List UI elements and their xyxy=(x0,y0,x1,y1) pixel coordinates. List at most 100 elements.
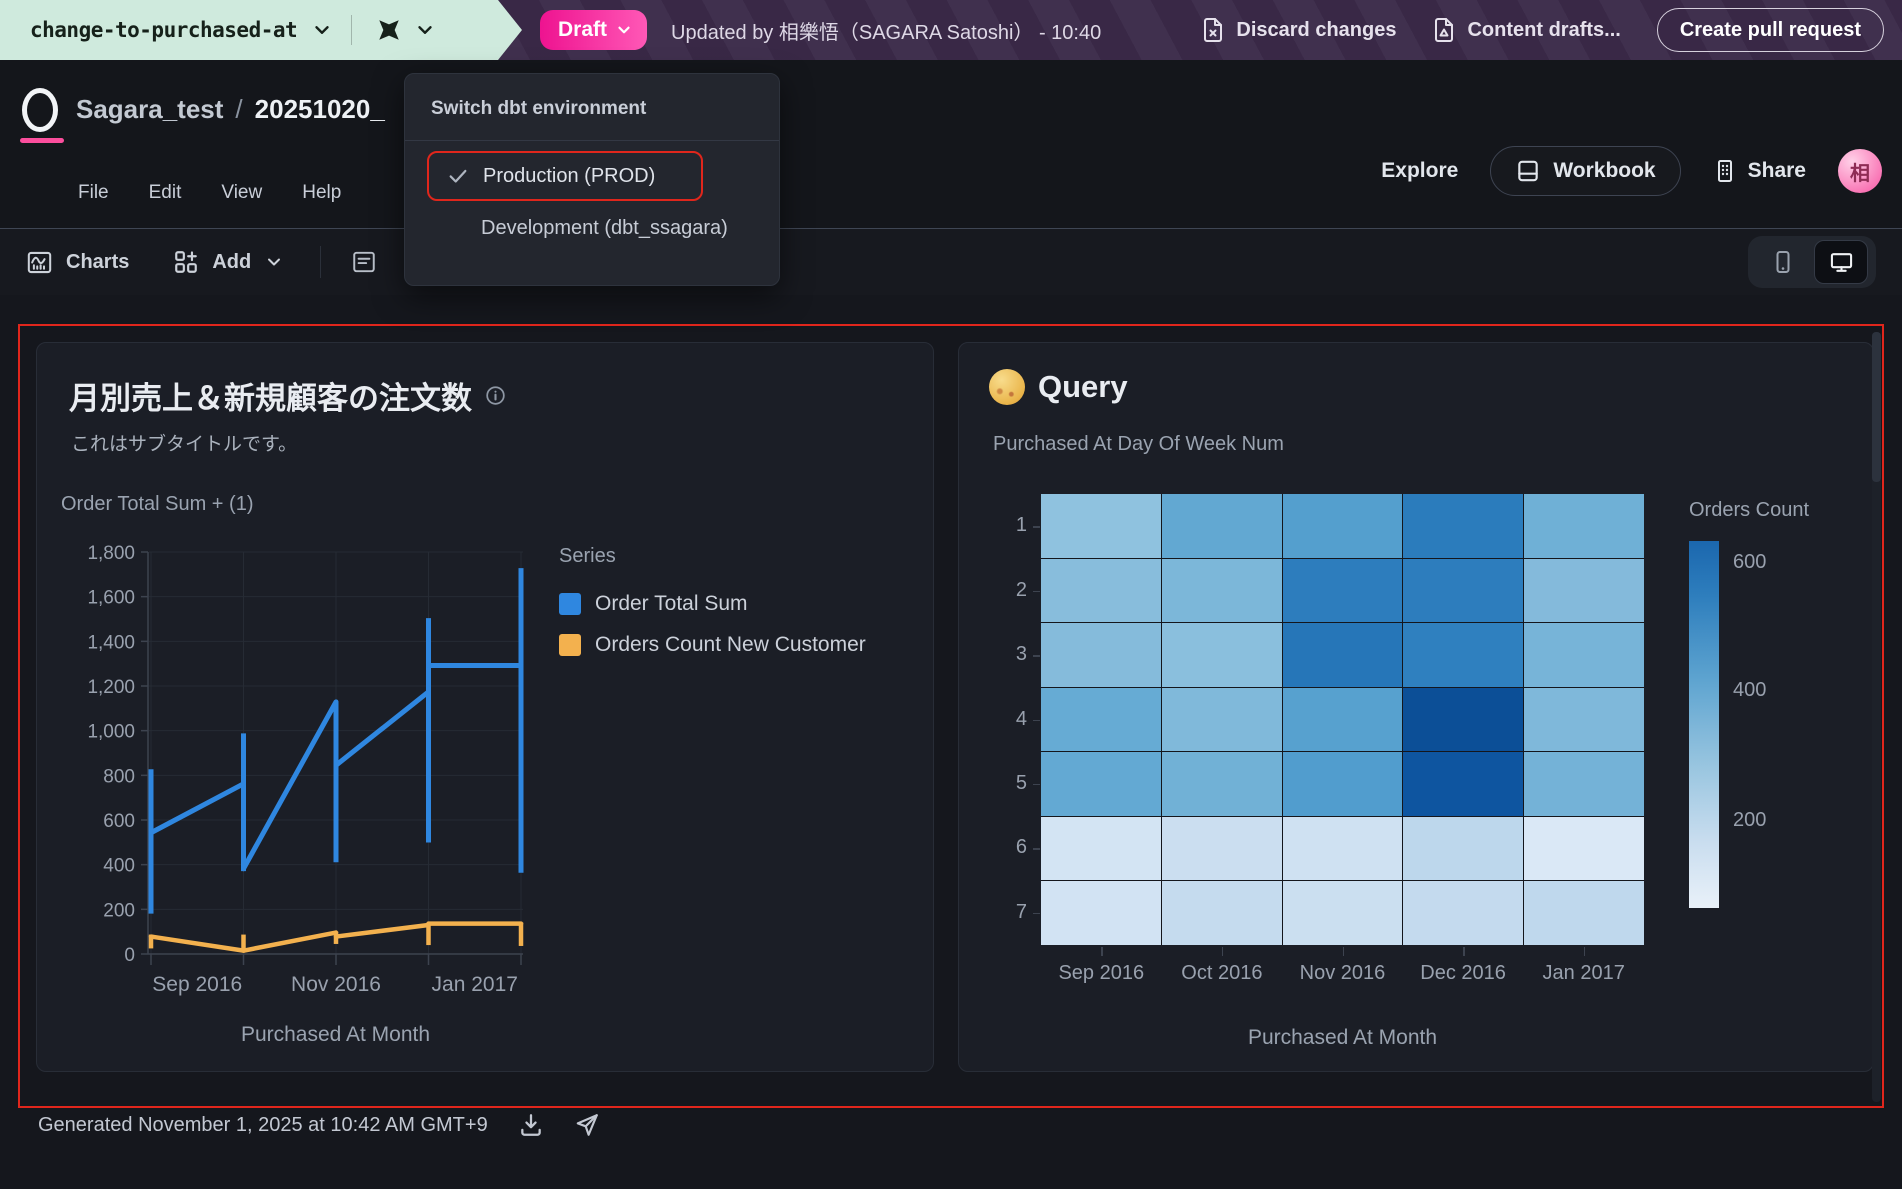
menu-view[interactable]: View xyxy=(221,182,263,203)
info-icon[interactable] xyxy=(485,385,506,406)
colorbar: Orders Count 600 400 200 xyxy=(1689,499,1859,908)
heatmap-cell[interactable] xyxy=(1161,623,1282,687)
heatmap-cell[interactable] xyxy=(1524,881,1644,945)
heatmap-cell[interactable] xyxy=(1524,494,1644,558)
heatmap-cell[interactable] xyxy=(1041,558,1161,623)
breadcrumb-document-title[interactable]: 20251020_ xyxy=(254,94,385,124)
heatmap-cell[interactable] xyxy=(1161,816,1282,881)
branch-selector[interactable]: change-to-purchased-at xyxy=(0,0,522,60)
heatmap-cell[interactable] xyxy=(1041,687,1161,752)
explore-link[interactable]: Explore xyxy=(1381,159,1459,182)
heatmap-col-label: Oct 2016 xyxy=(1181,962,1263,984)
heatmap-cell[interactable] xyxy=(1161,752,1282,816)
draft-status-badge[interactable]: Draft xyxy=(540,10,648,50)
share-icon xyxy=(1717,160,1732,182)
svg-text:1,400: 1,400 xyxy=(87,632,135,653)
heatmap-row-label: 2 xyxy=(1015,578,1027,601)
heatmap-cell[interactable] xyxy=(1041,623,1161,687)
heatmap-cell[interactable] xyxy=(1403,752,1524,816)
heatmap-cell[interactable] xyxy=(1403,881,1524,945)
heatmap-grid[interactable] xyxy=(1041,494,1644,945)
svg-text:1,600: 1,600 xyxy=(87,588,135,609)
heatmap-cell[interactable] xyxy=(1161,881,1282,945)
charts-button[interactable]: Charts xyxy=(26,249,129,276)
heatmap-cell[interactable] xyxy=(1161,687,1282,752)
heatmap-cell[interactable] xyxy=(1403,687,1524,752)
draft-label: Draft xyxy=(558,18,608,41)
heatmap-cell[interactable] xyxy=(1524,623,1644,687)
heatmap-cell[interactable] xyxy=(1403,558,1524,623)
heatmap-cell[interactable] xyxy=(1161,558,1282,623)
paper-plane-icon xyxy=(576,1114,598,1136)
breadcrumb-separator: / xyxy=(235,94,243,124)
chevron-down-icon[interactable] xyxy=(414,19,436,41)
svg-text:1,200: 1,200 xyxy=(87,677,135,698)
dashboard-scrollbar[interactable] xyxy=(1872,332,1881,1102)
omni-logo[interactable] xyxy=(20,88,66,143)
discard-changes-button[interactable]: Discard changes xyxy=(1201,17,1396,43)
share-label: Share xyxy=(1747,159,1806,182)
heatmap-cell[interactable] xyxy=(1403,494,1524,558)
axis-tick xyxy=(1342,947,1344,956)
create-pull-request-button[interactable]: Create pull request xyxy=(1656,8,1884,52)
heatmap-cell[interactable] xyxy=(1282,623,1403,687)
env-option-development[interactable]: Development (dbt_ssagara) xyxy=(405,203,779,253)
divider xyxy=(405,140,779,141)
svg-text:600: 600 xyxy=(103,811,135,832)
heatmap-chart[interactable]: 1 2 3 4 5 6 7 Sep 2016 Oct 2016 Nov 2016 Dec 2016 J… xyxy=(989,494,1689,1054)
heatmap-cell[interactable] xyxy=(1403,816,1524,881)
branch-name[interactable]: change-to-purchased-at xyxy=(30,18,298,42)
content-drafts-button[interactable]: Content drafts... xyxy=(1432,17,1621,43)
dropdown-title: Switch dbt environment xyxy=(431,98,647,119)
legend-item-orders-count-new-customer[interactable]: Orders Count New Customer xyxy=(559,633,866,657)
chevron-down-icon[interactable] xyxy=(311,19,333,41)
menu-edit[interactable]: Edit xyxy=(148,182,182,203)
heatmap-cell[interactable] xyxy=(1524,752,1644,816)
heatmap-cell[interactable] xyxy=(1524,816,1644,881)
legend-item-order-total-sum[interactable]: Order Total Sum xyxy=(559,592,866,616)
menu-help[interactable]: Help xyxy=(302,182,342,203)
dashboard-footer: Generated November 1, 2025 at 10:42 AM G… xyxy=(38,1112,600,1138)
download-button[interactable] xyxy=(518,1112,544,1138)
svg-text:400: 400 xyxy=(103,856,135,877)
workbook-button[interactable]: Workbook xyxy=(1490,146,1681,196)
env-option-production[interactable]: Production (PROD) xyxy=(405,151,779,201)
heatmap-cell[interactable] xyxy=(1282,558,1403,623)
share-button[interactable]: Share xyxy=(1713,158,1806,184)
x-axis-title: Purchased At Month xyxy=(240,1023,431,1046)
heatmap-cell[interactable] xyxy=(1041,752,1161,816)
scrollbar-thumb[interactable] xyxy=(1872,332,1881,482)
heatmap-cell[interactable] xyxy=(1403,623,1524,687)
menu-file[interactable]: File xyxy=(78,182,109,203)
send-button[interactable] xyxy=(574,1112,600,1138)
heatmap-cell[interactable] xyxy=(1161,494,1282,558)
heatmap-cell[interactable] xyxy=(1282,881,1403,945)
heatmap-cell[interactable] xyxy=(1524,687,1644,752)
legend-title: Series xyxy=(559,545,616,567)
updated-by-text: Updated by 相樂悟（SAGARA Satoshi） - 10:40 xyxy=(671,21,1102,44)
filters-icon[interactable] xyxy=(351,249,377,275)
mobile-layout-button[interactable] xyxy=(1756,240,1810,284)
heatmap-cell[interactable] xyxy=(1282,687,1403,752)
charts-label: Charts xyxy=(66,250,130,273)
user-avatar[interactable]: 相 xyxy=(1838,149,1882,193)
desktop-layout-button[interactable] xyxy=(1814,240,1868,284)
breadcrumb-workspace[interactable]: Sagara_test xyxy=(76,94,224,124)
dbt-environment-switcher[interactable] xyxy=(374,15,436,45)
monitor-icon xyxy=(1830,252,1852,272)
colorbar-tick-label: 200 xyxy=(1733,809,1767,831)
layout-device-toggle xyxy=(1748,236,1876,288)
logo-underline xyxy=(20,138,64,143)
add-button[interactable]: Add xyxy=(173,249,284,275)
heatmap-cell[interactable] xyxy=(1282,752,1403,816)
heatmap-cell[interactable] xyxy=(1524,558,1644,623)
version-control-bar: change-to-purchased-at Draft Updated by … xyxy=(0,0,1902,60)
heatmap-cell[interactable] xyxy=(1282,816,1403,881)
heatmap-cell[interactable] xyxy=(1041,816,1161,881)
axis-tick xyxy=(1033,848,1040,850)
axis-tick xyxy=(1033,912,1040,915)
heatmap-cell[interactable] xyxy=(1282,494,1403,558)
heatmap-cell[interactable] xyxy=(1041,494,1161,558)
heatmap-cell[interactable] xyxy=(1041,881,1161,945)
line-chart[interactable]: 0 200 400 600 800 1,000 1,200 1,400 1,600 1,800 Se… xyxy=(61,523,561,1023)
